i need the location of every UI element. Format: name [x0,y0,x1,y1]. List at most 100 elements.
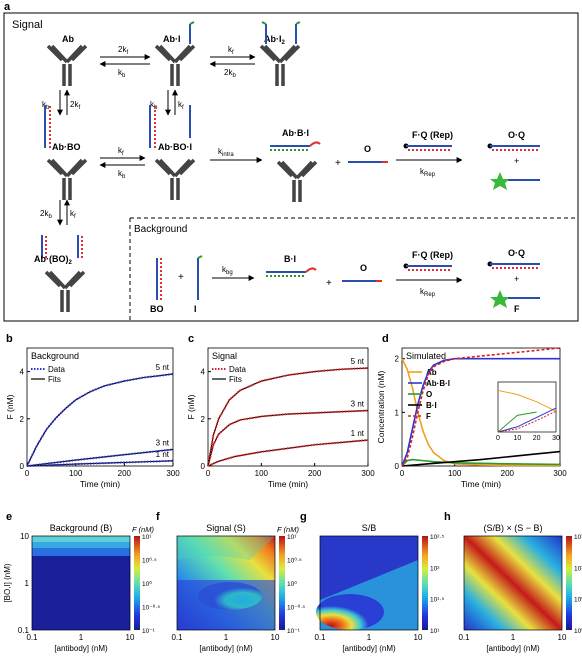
y-tick-label: 0 [20,462,25,471]
y-tick-label: 2 [201,415,206,424]
heatmap-title: Signal (S) [206,523,246,533]
colorbar-tick-label: 10⁰·⁵ [142,557,157,565]
plus-bg-1: + [178,272,184,283]
y-axis-label: F (nM) [5,394,15,419]
colorbar-tick-label: 10⁰ [142,580,152,588]
colorbar [134,536,140,630]
species-o: O [348,144,388,163]
colorbar-tick-label: 10⁰ [287,580,297,588]
colorbar-tick-label: 10⁻⁰·⁵ [142,604,160,612]
panel-letter-b: b [6,333,13,345]
series-label: 5 nt [351,357,365,366]
plot-frame [401,347,561,467]
x-tick-label: 0.1 [458,633,470,642]
panel-a-frame [3,12,579,322]
svg-text:BO: BO [150,304,164,314]
panel-letter-h: h [444,511,451,523]
svg-text:kRep: kRep [420,167,436,178]
chart-title: Signal [212,351,237,361]
x-tick-label: 1 [79,633,84,642]
data-line [207,367,369,467]
svg-text:B·I: B·I [284,254,296,264]
svg-text:O·Q: O·Q [508,248,525,258]
x-tick-label: 100 [255,469,269,478]
species-ab-i: Ab·I [154,21,196,88]
y-tick-label: 0.1 [18,626,30,635]
y-tick-label: 4 [201,368,206,377]
species-b-i: B·I [266,254,317,277]
data-line [207,439,369,467]
svg-text:kb: kb [118,169,126,180]
svg-text:Ab·I2: Ab·I2 [264,34,286,46]
y-tick-label: 0 [395,462,400,471]
heatmap-frame [176,535,276,631]
x-axis-label: Time (min) [461,479,501,489]
species-bo: BO [150,258,164,314]
plus-1: + [335,158,341,169]
series-label: 1 nt [156,450,170,459]
heatmap-e-fill [32,536,130,630]
y-axis-label: [BO,I] (nM) [3,563,12,602]
svg-text:2kb: 2kb [224,68,236,79]
series-line [401,358,560,467]
colorbar-tick-label: 10¹·⁵ [574,534,582,541]
svg-text:F·Q (Rep): F·Q (Rep) [412,250,453,260]
svg-text:kf: kf [70,209,76,220]
species-o-bg: O [342,263,382,282]
panel-letter-d: d [382,333,389,345]
svg-text:Ab: Ab [62,34,74,44]
y-tick-label: 0 [201,462,206,471]
chart-title: Simulated [406,351,446,361]
x-tick-label: 100 [448,469,462,478]
species-fq-bg: F·Q (Rep) kRep [396,250,463,298]
legend-label: B·I [426,401,437,410]
data-line [26,372,174,467]
heatmap-g-fill [316,536,418,630]
plot-frame [26,347,174,467]
y-tick-label: 2 [395,355,400,364]
legend-label: F [426,412,431,421]
x-tick-label: 1 [224,633,229,642]
svg-text:Ab·BO: Ab·BO [52,142,81,152]
heatmap-f-fill [177,536,275,630]
panel-letter-e: e [6,511,12,523]
x-axis-label: Time (min) [268,479,308,489]
series-line [401,458,561,467]
data-line [26,459,174,467]
colorbar [566,536,572,630]
inset-series [497,407,557,433]
series-label: 3 nt [351,400,365,409]
x-tick-label: 200 [308,469,322,478]
colorbar-tick-label: 10²·⁵ [430,534,445,541]
series-label: 5 nt [156,363,170,372]
x-tick-label: 200 [118,469,132,478]
x-tick-label: 1 [511,633,516,642]
heatmap-title: S/B [362,523,377,533]
inset-series [497,411,537,433]
svg-text:kf: kf [228,45,234,56]
x-tick-label: 10 [558,633,567,642]
x-axis-label: [antibody] (nM) [199,644,253,653]
svg-text:kbg: kbg [222,265,233,276]
heatmap-frame [463,535,563,631]
heatmap-title: Background (B) [50,523,113,533]
species-oq-bg: O·Q + F [487,248,540,314]
x-tick-label: 200 [501,469,515,478]
svg-text:2kf: 2kf [118,45,128,56]
inset-x-tick-label: 30 [552,435,560,442]
colorbar-label: F (nM) [277,525,299,534]
x-tick-label: 1 [367,633,372,642]
x-tick-label: 0.1 [171,633,183,642]
inset-x-tick-label: 10 [513,435,521,442]
svg-text:O: O [364,144,371,154]
x-tick-label: 0 [25,469,30,478]
heatmap-frame [31,535,131,631]
svg-text:kb: kb [118,68,126,79]
y-tick-label: 4 [20,368,25,377]
colorbar-tick-label: 10² [430,565,440,572]
legend-label: O [426,390,432,399]
colorbar-tick-label: 10¹ [430,628,440,635]
